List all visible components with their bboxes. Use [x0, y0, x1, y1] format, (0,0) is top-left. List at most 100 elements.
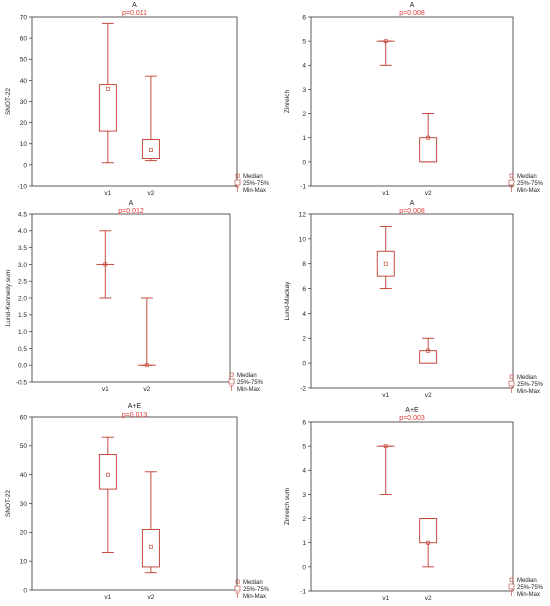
plot-frame	[310, 16, 514, 187]
legend-range-label: Min-Max	[517, 188, 540, 194]
y-tick-label: 4	[302, 468, 306, 475]
y-tick-label: 4	[302, 311, 306, 318]
y-axis-label: Zinreich	[284, 90, 291, 114]
chart-title: A	[410, 2, 415, 9]
box-v2	[141, 75, 160, 162]
y-tick-label: 2.5	[18, 279, 27, 286]
y-tick-label: 1	[302, 135, 306, 142]
x-tick-label: v2	[425, 595, 432, 602]
y-tick-label: 1.5	[18, 312, 27, 319]
box-v1	[98, 22, 117, 164]
p-value-label: p=0.003	[399, 415, 425, 422]
y-tick-label: 1.0	[18, 329, 27, 336]
chart-title: A+E	[128, 403, 142, 410]
y-tick-label: 0	[302, 564, 306, 571]
legend-iqr-icon	[508, 583, 515, 590]
legend-range-label: Min-Max	[517, 592, 540, 598]
legend-median-label: Median	[243, 174, 263, 180]
legend-iqr-icon	[508, 179, 515, 186]
y-tick-label: 0	[302, 361, 306, 368]
y-axis-label: SNOT-22	[5, 490, 12, 517]
x-tick-label: v1	[104, 190, 111, 197]
x-tick-label: v1	[104, 594, 111, 601]
legend-median-icon	[235, 173, 240, 178]
legend-iqr-icon	[234, 585, 241, 592]
p-value-label: p=0.008	[399, 10, 425, 17]
y-tick-label: 10	[299, 236, 307, 243]
y-tick-label: 6	[302, 286, 306, 293]
chart-panel-2: Ap=0.008 -1 0 1 2 3 4 5 6 Zinreich v1 v2 Median25%-7…	[284, 2, 544, 197]
legend-median-icon	[509, 374, 514, 379]
box-v1	[376, 225, 395, 290]
x-tick-label: v1	[102, 386, 109, 393]
y-tick-label: 3	[302, 87, 306, 94]
iqr-box	[419, 350, 438, 364]
iqr-box	[419, 137, 438, 163]
y-tick-label: 8	[302, 261, 306, 268]
y-axis-label: Lund-Kennedy sum	[5, 270, 12, 326]
y-tick-label: 6	[302, 14, 306, 21]
y-tick-label: 3.5	[18, 245, 27, 252]
legend-iqr-label: 25%-75%	[243, 587, 270, 593]
box-v1	[376, 444, 395, 495]
box-v2	[419, 113, 438, 163]
box-v2	[141, 471, 160, 574]
legend-range-label: Min-Max	[237, 387, 260, 393]
y-tick-label: 12	[299, 211, 307, 218]
iqr-box	[376, 250, 395, 277]
median-marker	[426, 348, 431, 353]
plot-frame	[31, 416, 238, 591]
y-tick-label: 5	[302, 444, 306, 451]
legend-iqr-label: 25%-75%	[517, 382, 544, 388]
median-marker	[383, 39, 388, 44]
y-tick-label: 40	[20, 78, 28, 85]
legend-median-label: Median	[237, 373, 257, 379]
plot-frame	[310, 421, 514, 592]
y-tick-label: 0	[23, 162, 27, 169]
y-tick-label: 4.5	[18, 211, 27, 218]
chart-panel-3: Ap=0.012 -0.5 0.0 0.5 1.0 1.5 2.0 2.5 3.0 3.5 4.0 4…	[5, 200, 264, 393]
x-tick-label: v1	[382, 190, 389, 197]
median-marker	[383, 444, 388, 449]
y-tick-label: 60	[20, 414, 28, 421]
chart-title: A	[129, 200, 134, 207]
y-tick-label: 2	[302, 111, 306, 118]
y-tick-label: 10	[20, 559, 28, 566]
p-value-label: p=0.013	[122, 412, 148, 419]
x-tick-label: v2	[147, 190, 154, 197]
chart-title: A+E	[405, 407, 419, 414]
iqr-box	[141, 139, 160, 159]
chart-panel-5: A+E p=0.013 0 10 20 30 40 50 60 SNOT-22 v1 v2 Median…	[5, 403, 270, 601]
y-tick-label: 0	[302, 159, 306, 166]
legend-median-icon	[229, 372, 234, 377]
x-tick-label: v2	[425, 190, 432, 197]
plot-frame	[310, 213, 514, 389]
chart-title: A	[132, 2, 137, 9]
box-v1	[96, 230, 115, 299]
chart-panel-4: Ap=0.008 -2 0 2 4 6 8 10 12 Lund-Mackay v1 v2 Median…	[284, 200, 544, 399]
legend-iqr-icon	[228, 378, 235, 385]
legend-iqr-label: 25%-75%	[517, 181, 544, 187]
median-marker	[426, 540, 431, 545]
legend-median-label: Median	[517, 375, 537, 381]
y-tick-label: 20	[20, 120, 28, 127]
y-tick-label: 70	[20, 14, 28, 21]
y-tick-label: 0.5	[18, 346, 27, 353]
legend-median-icon	[235, 579, 240, 584]
iqr-box	[98, 454, 117, 490]
x-tick-label: v2	[147, 594, 154, 601]
chart-panel-1: Ap=0.011 -10 0 10 20 30 40 50 60 70 SNOT-22 v1 v2 Med…	[5, 2, 270, 197]
box-v2	[137, 297, 156, 368]
median-marker	[383, 261, 388, 266]
y-tick-label: 30	[20, 501, 28, 508]
median-marker	[149, 544, 153, 549]
median-marker	[105, 472, 110, 477]
plot-frame	[31, 213, 231, 383]
y-tick-label: -1	[300, 183, 306, 190]
y-tick-label: 60	[20, 36, 28, 43]
box-v1	[376, 39, 395, 66]
